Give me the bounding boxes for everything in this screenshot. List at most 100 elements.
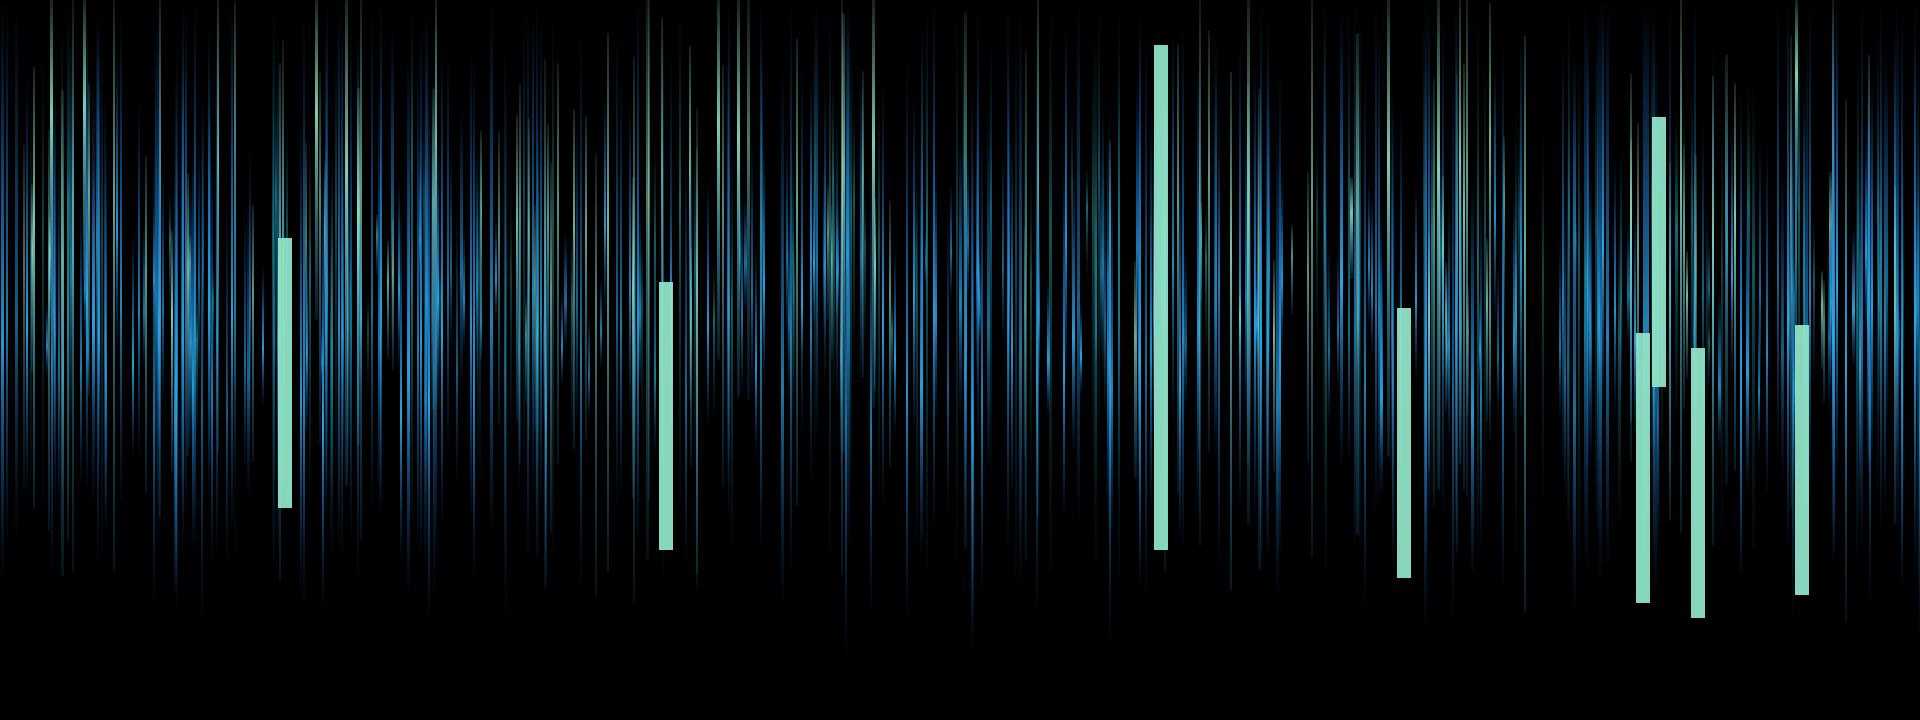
light-streak <box>1781 163 1784 478</box>
light-streak <box>607 33 609 573</box>
light-streak <box>1813 210 1815 382</box>
light-streak <box>947 205 949 514</box>
light-streak <box>423 115 425 329</box>
light-streak <box>1914 44 1916 508</box>
light-streak <box>104 89 106 517</box>
light-streak <box>1291 225 1293 316</box>
light-streak <box>1364 59 1366 605</box>
light-streak <box>1431 119 1433 434</box>
light-streak <box>1806 30 1808 600</box>
light-streak <box>836 103 838 403</box>
light-streak <box>1515 178 1517 416</box>
light-streak <box>1830 183 1832 384</box>
light-streak <box>447 46 449 450</box>
light-streak <box>335 35 337 464</box>
light-streak <box>1239 293 1241 359</box>
light-streak <box>580 27 582 588</box>
light-streak <box>544 59 546 587</box>
light-streak <box>641 222 643 428</box>
light-streak <box>58 149 60 512</box>
light-streak <box>1484 47 1486 490</box>
light-streak <box>1718 288 1721 452</box>
light-streak <box>1267 11 1269 554</box>
light-streak <box>1691 80 1693 426</box>
light-streak <box>1348 0 1350 459</box>
light-streak <box>244 206 246 471</box>
light-streak <box>1795 62 1797 461</box>
light-streak <box>162 165 164 407</box>
light-streak <box>1821 271 1823 370</box>
light-streak <box>1686 251 1688 379</box>
light-streak <box>1845 146 1847 517</box>
light-streak <box>88 82 90 396</box>
light-streak <box>1726 101 1728 347</box>
light-streak <box>832 71 834 348</box>
light-streak <box>46 301 48 376</box>
light-streak <box>1777 0 1779 461</box>
light-streak <box>864 185 866 341</box>
light-streak <box>1182 20 1184 548</box>
light-streak <box>1595 27 1598 531</box>
light-streak <box>42 42 44 502</box>
light-streak <box>1256 263 1259 365</box>
light-streak <box>1350 177 1353 279</box>
light-streak <box>145 155 147 494</box>
light-streak <box>860 67 863 386</box>
light-streak <box>1378 25 1380 504</box>
light-streak <box>1865 135 1867 332</box>
light-streak <box>1599 0 1602 579</box>
light-streak <box>547 123 549 402</box>
light-streak <box>976 99 979 391</box>
light-streak <box>1245 110 1248 424</box>
light-streak <box>926 0 928 566</box>
mint-accent-bar <box>1154 45 1168 550</box>
light-streak <box>1107 127 1110 519</box>
mint-accent-bar <box>278 238 292 508</box>
light-streak <box>1071 95 1073 318</box>
light-streak <box>1356 33 1359 536</box>
light-streak <box>303 106 305 603</box>
light-streak <box>1230 71 1232 591</box>
light-streak <box>850 40 852 472</box>
light-streak <box>1573 120 1576 608</box>
light-streak <box>1047 278 1050 415</box>
light-streak <box>1823 280 1825 404</box>
light-streak <box>143 219 145 373</box>
light-streak <box>920 138 923 552</box>
light-streak <box>755 241 757 454</box>
mint-hairline <box>83 0 86 302</box>
light-streak <box>788 204 790 397</box>
light-streak <box>956 0 958 563</box>
light-streak <box>1878 123 1880 415</box>
mint-hairline <box>315 0 318 320</box>
light-streak <box>1740 138 1742 573</box>
light-streak <box>441 47 443 524</box>
light-streak <box>116 52 118 351</box>
light-streak <box>841 0 843 575</box>
light-streak <box>185 58 187 515</box>
light-streak <box>1606 0 1609 563</box>
light-streak <box>1568 0 1570 529</box>
light-streak <box>1452 65 1454 619</box>
light-streak <box>1316 131 1318 338</box>
light-streak <box>853 93 855 361</box>
light-streak <box>1019 10 1022 583</box>
light-streak <box>1479 290 1481 391</box>
light-streak <box>1758 303 1760 452</box>
light-streak <box>1694 154 1697 460</box>
light-streak <box>913 93 915 436</box>
light-streak <box>971 72 973 647</box>
light-streak <box>1886 50 1888 431</box>
light-streak <box>906 58 908 617</box>
light-streak <box>1307 172 1309 463</box>
light-streak <box>1721 107 1723 529</box>
light-streak <box>646 0 649 561</box>
mint-hairline <box>1795 0 1798 214</box>
light-streak <box>198 142 200 381</box>
light-streak <box>1746 191 1749 490</box>
light-streak <box>1340 10 1343 465</box>
light-streak <box>194 0 196 548</box>
light-streak <box>557 62 559 465</box>
mint-hairline <box>1387 0 1390 457</box>
light-streak <box>1177 44 1179 495</box>
